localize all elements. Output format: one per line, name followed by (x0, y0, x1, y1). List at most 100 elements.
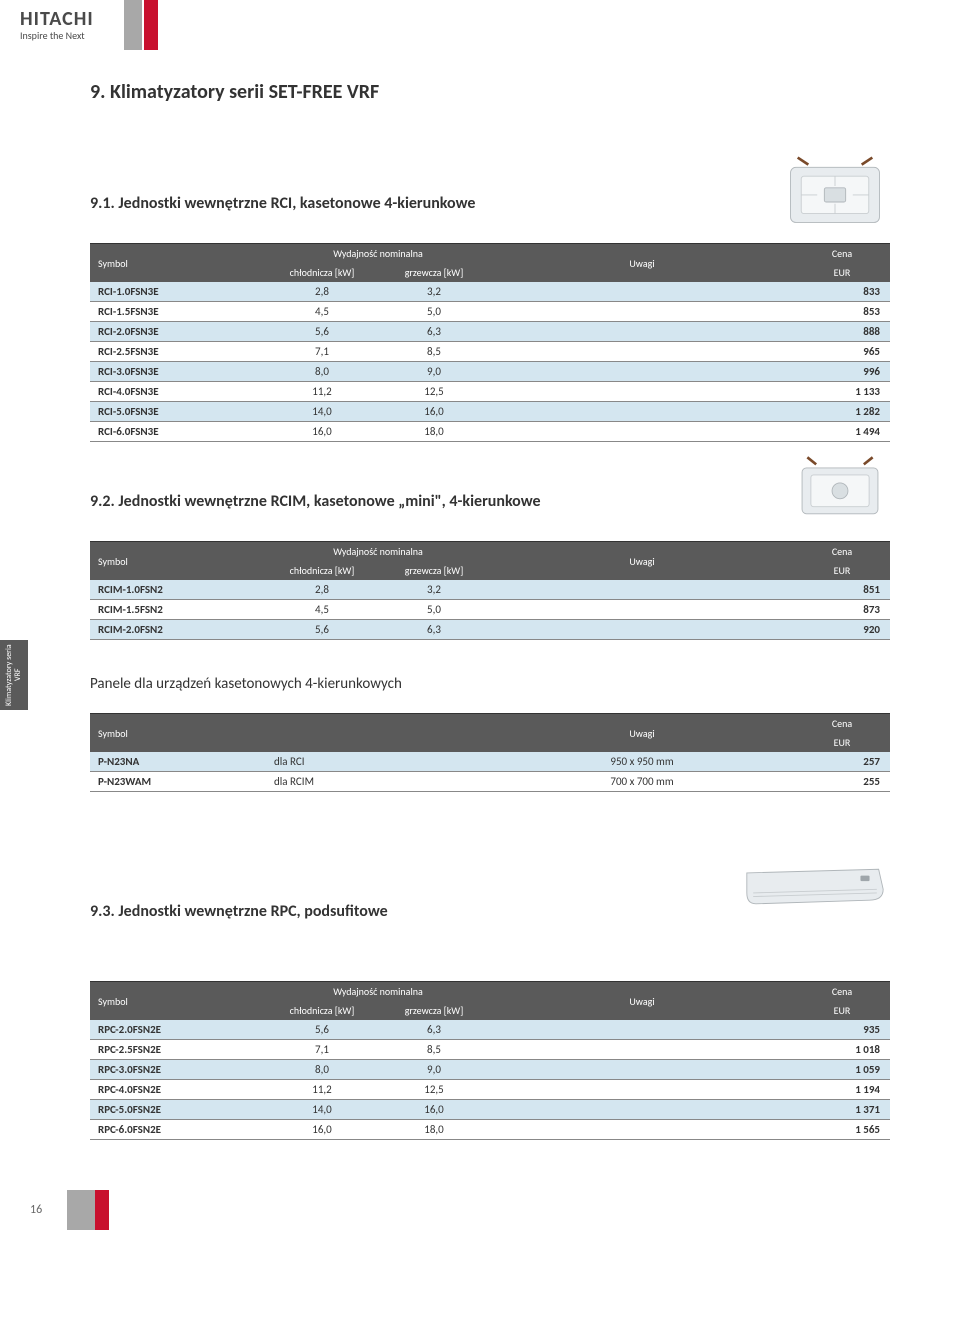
table-92: Symbol Wydajność nominalna Uwagi Cena ch… (90, 541, 890, 640)
table-row: RCIM-2.0FSN25,66,3920 (90, 620, 890, 640)
cell-heat: 5,0 (378, 302, 490, 322)
content: 9. Klimatyzatory serii SET-FREE VRF 9.1.… (0, 50, 960, 1190)
cell-heat: 9,0 (378, 1060, 490, 1080)
th-cena: Cena (794, 714, 890, 734)
cell-symbol: RCI-2.5FSN3E (90, 342, 266, 362)
cell-heat: 3,2 (378, 282, 490, 302)
table-row: RCI-6.0FSN3E16,018,01 494 (90, 422, 890, 442)
cell-cool: 8,0 (266, 1060, 378, 1080)
table-row: RPC-2.0FSN2E5,66,3935 (90, 1020, 890, 1040)
bar-red (95, 1190, 109, 1230)
cell-notes (490, 1100, 794, 1120)
cell-heat: 12,5 (378, 382, 490, 402)
th-grz: grzewcza [kW] (378, 263, 490, 282)
th-chl: chłodnicza [kW] (266, 1001, 378, 1020)
th-eur: EUR (794, 263, 890, 282)
cell-cool: 14,0 (266, 402, 378, 422)
cell-cool: 16,0 (266, 422, 378, 442)
cell-notes (490, 322, 794, 342)
cell-price: 1 494 (794, 422, 890, 442)
heading-panels: Panele dla urządzeń kasetonowych 4-kieru… (90, 675, 890, 693)
cell-price: 1 018 (794, 1040, 890, 1060)
cell-price: 853 (794, 302, 890, 322)
th-uwagi: Uwagi (490, 244, 794, 283)
cell-symbol: RCIM-1.5FSN2 (90, 600, 266, 620)
cell-notes (490, 302, 794, 322)
table-91: Symbol Wydajność nominalna Uwagi Cena ch… (90, 243, 890, 442)
cell-cool: 2,8 (266, 580, 378, 600)
table-row: RCI-1.5FSN3E4,55,0853 (90, 302, 890, 322)
cell-symbol: RPC-2.0FSN2E (90, 1020, 266, 1040)
ceiling-unit-icon (740, 862, 890, 912)
th-eur: EUR (794, 561, 890, 580)
cell-price: 996 (794, 362, 890, 382)
cell-notes (490, 1060, 794, 1080)
th-eur: EUR (794, 733, 890, 752)
cell-heat: 12,5 (378, 1080, 490, 1100)
cell-cool: 11,2 (266, 1080, 378, 1100)
section-91-header: 9.1. Jednostki wewnętrzne RCI, kasetonow… (90, 154, 890, 243)
th-chl: chłodnicza [kW] (266, 561, 378, 580)
cell-notes: 950 x 950 mm (490, 752, 794, 772)
cell-price: 1 194 (794, 1080, 890, 1100)
cell-cool: 4,5 (266, 600, 378, 620)
cell-heat: 18,0 (378, 1120, 490, 1140)
cell-cool: 2,8 (266, 282, 378, 302)
cell-cool: 8,0 (266, 362, 378, 382)
th-uwagi: Uwagi (490, 982, 794, 1021)
cell-heat: 16,0 (378, 402, 490, 422)
cell-notes (490, 1080, 794, 1100)
header-color-bars (124, 0, 158, 50)
cell-symbol: RPC-2.5FSN2E (90, 1040, 266, 1060)
cell-notes (490, 382, 794, 402)
cell-price: 920 (794, 620, 890, 640)
heading-91: 9.1. Jednostki wewnętrzne RCI, kasetonow… (90, 194, 760, 213)
cell-price: 1 565 (794, 1120, 890, 1140)
table-row: RCIM-1.5FSN24,55,0873 (90, 600, 890, 620)
cell-price: 833 (794, 282, 890, 302)
cell-notes (490, 362, 794, 382)
section-92-header: 9.2. Jednostki wewnętrzne RCIM, kasetono… (90, 452, 890, 541)
table-header-row: Symbol Wydajność nominalna Uwagi Cena (90, 244, 890, 264)
table-row: P-N23NAdla RCI950 x 950 mm257 (90, 752, 890, 772)
table-row: RPC-4.0FSN2E11,212,51 194 (90, 1080, 890, 1100)
cell-price: 935 (794, 1020, 890, 1040)
cell-heat: 5,0 (378, 600, 490, 620)
section-93-header: 9.3. Jednostki wewnętrzne RPC, podsufito… (90, 862, 890, 951)
cell-notes (490, 600, 794, 620)
table-row: RCIM-1.0FSN22,83,2851 (90, 580, 890, 600)
th-cena: Cena (794, 982, 890, 1002)
cell-symbol: P-N23NA (90, 752, 266, 772)
table-93: Symbol Wydajność nominalna Uwagi Cena ch… (90, 981, 890, 1140)
cell-symbol: RPC-3.0FSN2E (90, 1060, 266, 1080)
table-row: RCI-1.0FSN3E2,83,2833 (90, 282, 890, 302)
cell-heat: 8,5 (378, 342, 490, 362)
th-eur: EUR (794, 1001, 890, 1020)
th-uwagi: Uwagi (490, 714, 794, 753)
cell-cool: 11,2 (266, 382, 378, 402)
th-symbol: Symbol (90, 982, 266, 1021)
th-symbol: Symbol (90, 542, 266, 581)
heading-93: 9.3. Jednostki wewnętrzne RPC, podsufito… (90, 902, 720, 921)
cell-notes (490, 342, 794, 362)
table-row: RCI-5.0FSN3E14,016,01 282 (90, 402, 890, 422)
th-wn: Wydajność nominalna (266, 982, 490, 1002)
table-row: RCI-2.5FSN3E7,18,5965 (90, 342, 890, 362)
cell-notes (490, 1020, 794, 1040)
cell-heat: 6,3 (378, 1020, 490, 1040)
table-row: RPC-2.5FSN2E7,18,51 018 (90, 1040, 890, 1060)
page-header: HITACHI Inspire the Next (0, 0, 960, 50)
bar-grey (124, 0, 142, 50)
page-footer: 16 (0, 1190, 960, 1230)
page-number: 16 (30, 1203, 42, 1217)
th-chl: chłodnicza [kW] (266, 263, 378, 282)
cell-notes (490, 1120, 794, 1140)
th-wn: Wydajność nominalna (266, 542, 490, 562)
cell-cool: 16,0 (266, 1120, 378, 1140)
cell-symbol: P-N23WAM (90, 772, 266, 792)
logo-sub: Inspire the Next (20, 31, 94, 41)
cell-heat: 6,3 (378, 322, 490, 342)
cassette-unit-icon (780, 154, 890, 234)
th-cena: Cena (794, 542, 890, 562)
cell-cool: 5,6 (266, 620, 378, 640)
